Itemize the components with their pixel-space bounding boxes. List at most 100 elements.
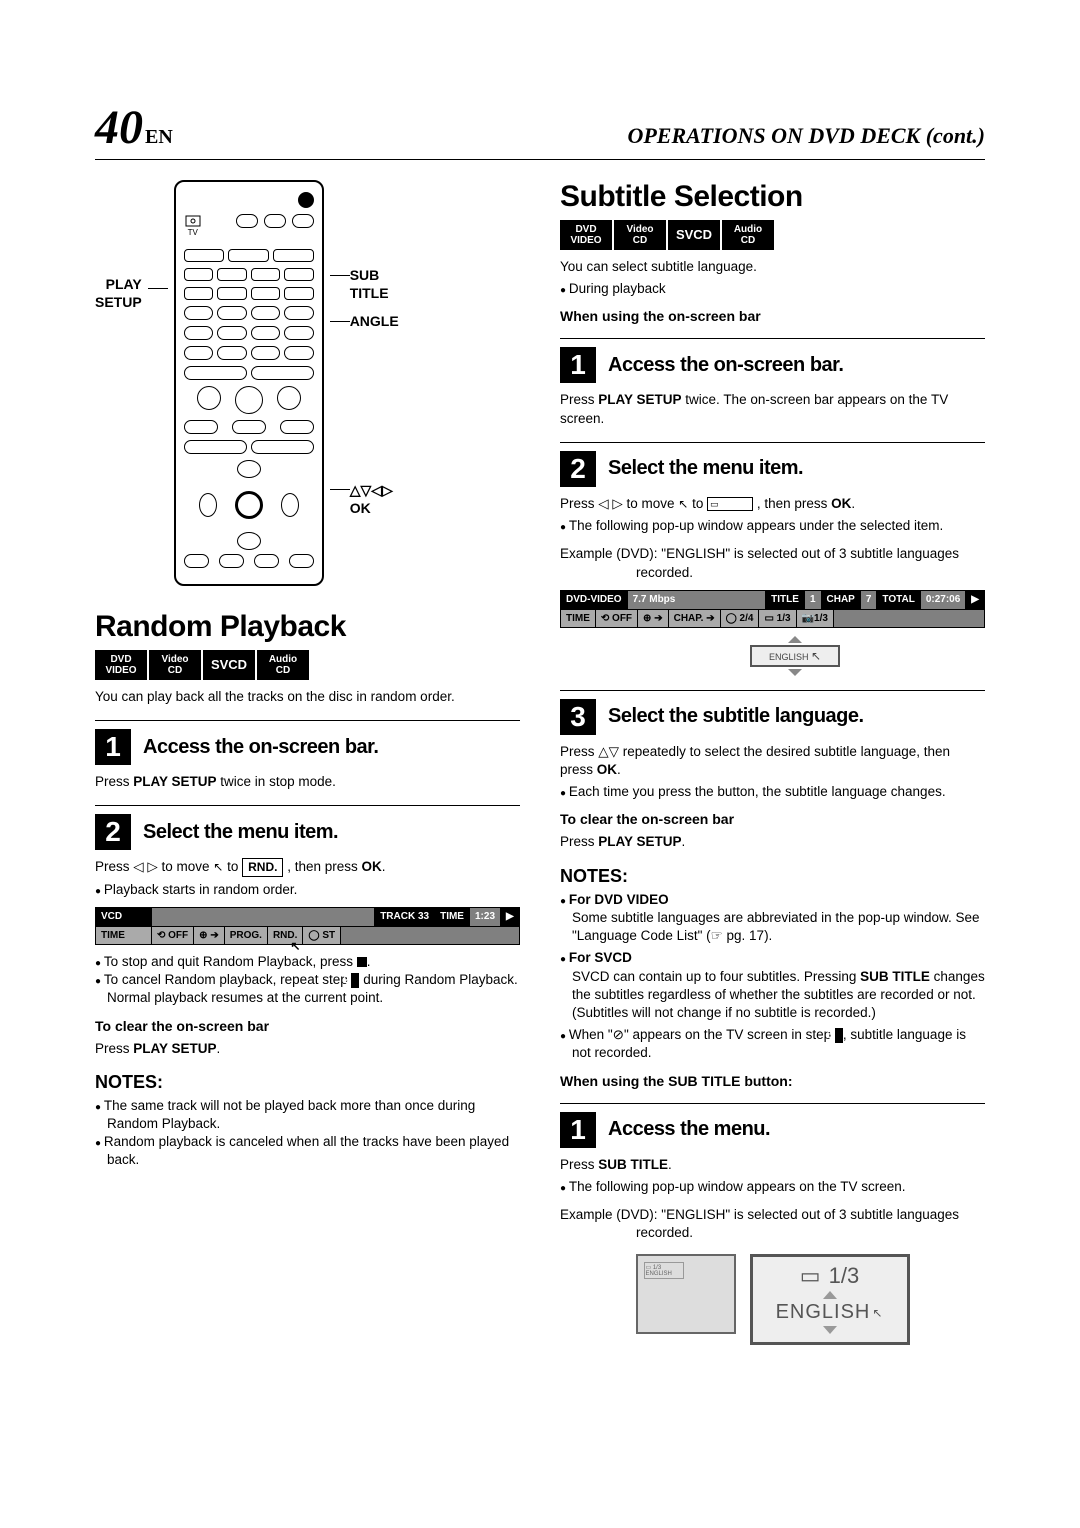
text: . [617, 762, 621, 777]
play-icon: ▶ [501, 908, 519, 926]
remote-body: TV [174, 180, 324, 586]
osd-cell: TIME [435, 908, 470, 926]
text: to [223, 859, 242, 874]
label-arrows: △▽◁▷ [350, 481, 393, 499]
nav-cluster-icon [199, 460, 299, 550]
random-playback-heading: Random Playback [95, 610, 520, 644]
text: . [682, 834, 686, 849]
badge-line: DVD [110, 654, 131, 665]
btn-icon [251, 268, 281, 281]
subtitle-icon-box: ▭ [707, 497, 753, 511]
osd-cell: ⊕ ➔ [194, 927, 225, 944]
btn-icon [284, 346, 314, 360]
note: When "⊘" appears on the TV screen in ste… [560, 1026, 985, 1062]
text: To stop and quit Random Playback, press [104, 954, 357, 969]
bullet: To stop and quit Random Playback, press … [95, 953, 520, 971]
step-num-icon: 1 [560, 347, 596, 383]
badge-line: SVCD [211, 658, 247, 672]
notes-heading: NOTES: [560, 866, 985, 887]
btn-icon [217, 306, 247, 320]
text: Press [95, 774, 133, 789]
osd-cell: ◯ 2/4 [721, 610, 760, 627]
remote-diagram: PLAY SETUP TV [95, 180, 520, 586]
bullet: Each time you press the button, the subt… [560, 783, 985, 801]
osd-cell: TITLE [766, 591, 805, 609]
text-bold: PLAY SETUP [598, 834, 681, 849]
step-2: 2 Select the menu item. [560, 442, 985, 487]
step-num-icon: 3 [560, 699, 596, 735]
text: . [367, 954, 371, 969]
step-num-icon: 2 [560, 451, 596, 487]
osd-cell: 7 [861, 591, 878, 609]
fraction-text: 1/3 [829, 1263, 860, 1289]
text-bold: SUB TITLE [860, 969, 930, 984]
step-title: Access the on-screen bar. [608, 354, 843, 377]
osd-cell: VCD [96, 908, 152, 926]
label-sub: SUB [350, 267, 380, 283]
badge-line: VIDEO [570, 235, 601, 246]
osd-cell: 7.7 Mbps [628, 591, 767, 609]
btn-icon [251, 346, 281, 360]
power-icon [298, 192, 314, 208]
intro-text: You can play back all the tracks on the … [95, 688, 520, 706]
btn-icon [217, 326, 247, 340]
step-title: Access the menu. [608, 1118, 770, 1141]
osd-cell: 0:27:06 [921, 591, 966, 609]
play-icon: ▶ [966, 591, 984, 609]
badge-line: CD [741, 235, 755, 246]
text: When "⊘" appears on the TV screen in ste… [569, 1027, 835, 1042]
text: . [668, 1157, 672, 1172]
label-title: TITLE [350, 284, 399, 302]
btn-icon [184, 440, 247, 454]
label-angle: ANGLE [350, 312, 399, 330]
btn-icon [217, 287, 247, 300]
osd-cell: ⊕ ➔ [638, 610, 669, 627]
text: , then press [283, 859, 361, 874]
badge-line: CD [168, 665, 182, 676]
btn-icon [217, 268, 247, 281]
example-caption: Example (DVD): "ENGLISH" is selected out… [560, 545, 985, 581]
btn-icon [251, 366, 314, 380]
bullet: The following pop-up window appears unde… [560, 517, 985, 535]
text: Press [560, 392, 598, 407]
note: The same track will not be played back m… [95, 1097, 520, 1133]
btn-icon [184, 287, 214, 300]
text: , then press [753, 496, 831, 511]
text: to [688, 496, 707, 511]
btn-icon [251, 326, 281, 340]
text-bold: PLAY SETUP [133, 774, 216, 789]
osd-cell: ▭ 1/3 [759, 610, 796, 627]
btn-icon [251, 440, 314, 454]
btn-icon [251, 287, 281, 300]
osd-cell: 1 [805, 591, 822, 609]
osd-cell: TIME [96, 927, 152, 944]
text-bold: OK [597, 762, 617, 777]
badge-line: Video [161, 654, 188, 665]
step-body: Press ◁ ▷ to move ↖ to RND. , then press… [95, 858, 520, 876]
note-head: For DVD VIDEO [569, 892, 669, 907]
vcd-osd-bar: VCD TRACK 33 TIME 1:23 ▶ TIME ⟲ OFF ⊕ ➔ … [95, 907, 520, 945]
btn-icon [284, 268, 314, 281]
note: For SVCD [560, 949, 985, 967]
osd-cell: CHAP [822, 591, 861, 609]
text: Example (DVD): [560, 546, 658, 561]
btn-icon [251, 306, 281, 320]
bullet: The following pop-up window appears on t… [560, 1178, 985, 1196]
rnd-box: RND. [242, 858, 283, 876]
step-title: Select the subtitle language. [608, 705, 864, 728]
step-1b: 1 Access the menu. [560, 1103, 985, 1148]
osd-cell: ⟲ OFF [596, 610, 638, 627]
page-number: 40EN [95, 100, 173, 155]
btn-icon [184, 346, 214, 360]
tv-label: TV [188, 228, 198, 237]
osd-cell: DVD-VIDEO [561, 591, 628, 609]
text: Press [95, 1041, 133, 1056]
step-title: Select the menu item. [608, 457, 803, 480]
note-body: SVCD can contain up to four subtitles. P… [560, 968, 985, 1023]
text-bold: SUB TITLE [598, 1157, 668, 1172]
btn-icon [284, 287, 314, 300]
btn-icon [254, 554, 279, 568]
page-lang: EN [145, 126, 173, 148]
btn-icon [284, 306, 314, 320]
text: Press ◁ ▷ to move [95, 859, 213, 874]
